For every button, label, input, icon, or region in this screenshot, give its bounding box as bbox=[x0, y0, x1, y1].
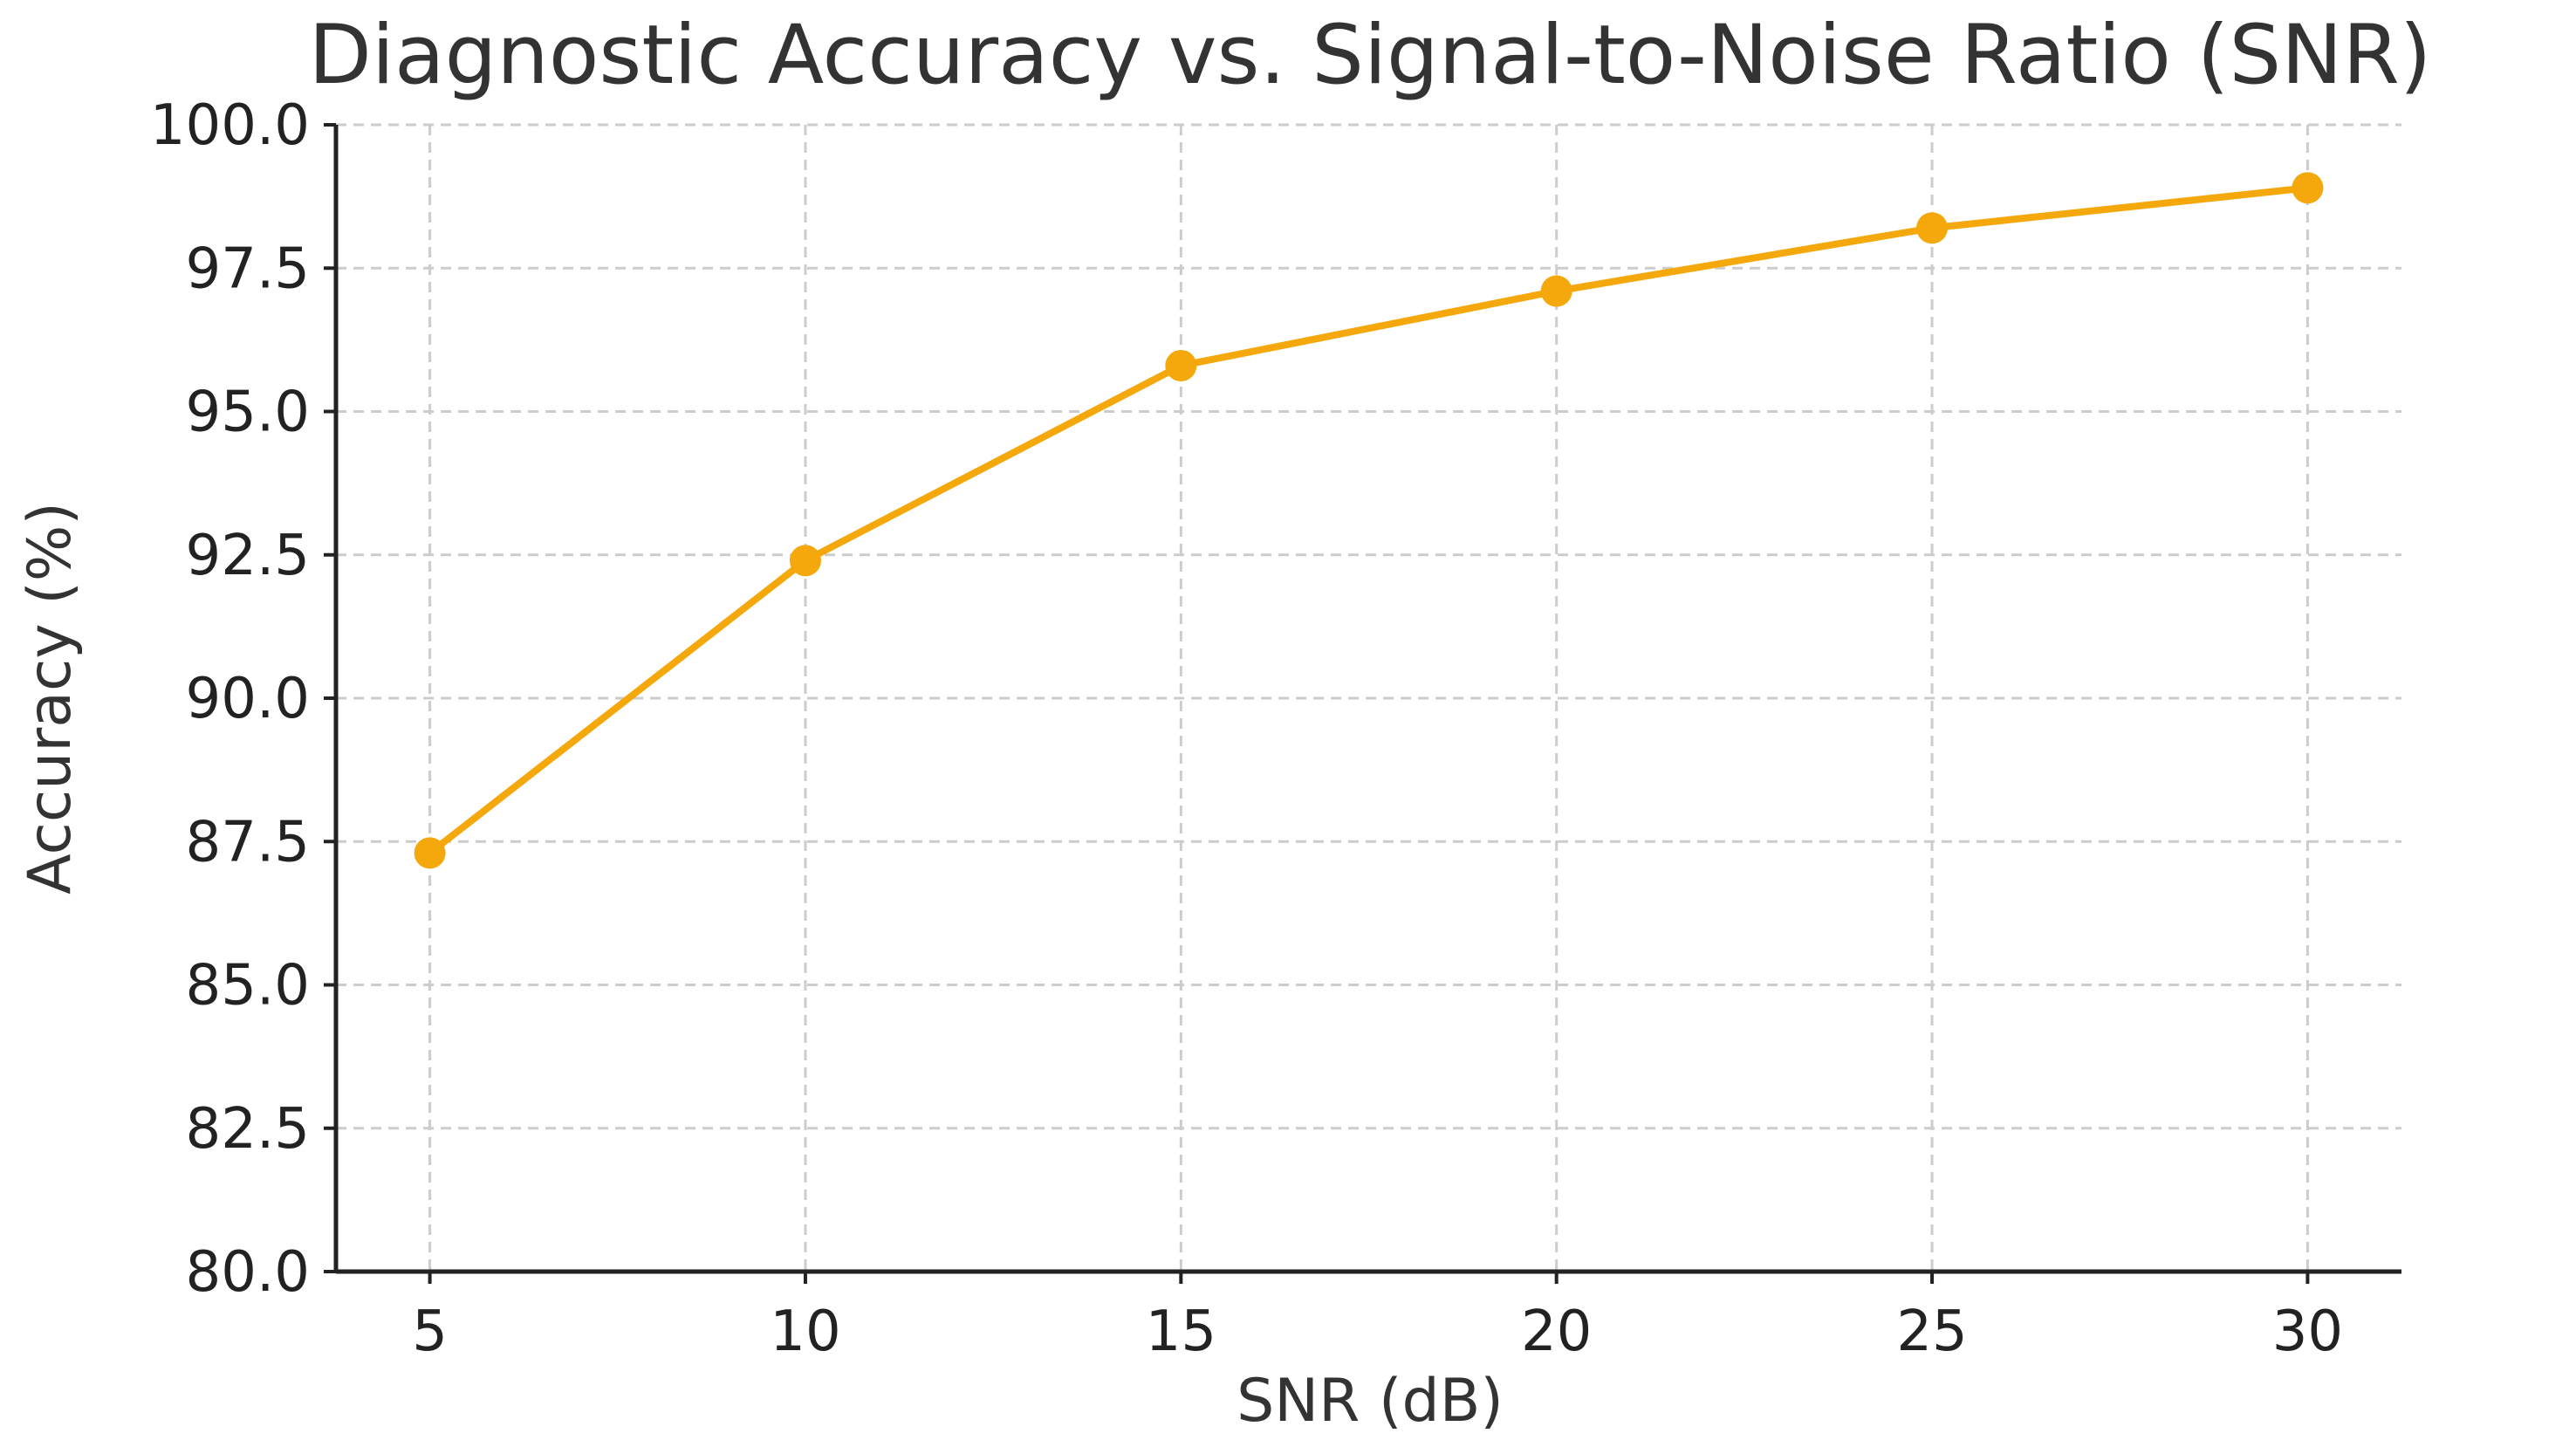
x-tick-label: 25 bbox=[1896, 1300, 1967, 1364]
y-axis-label: Accuracy (%) bbox=[16, 502, 85, 895]
data-point bbox=[1540, 275, 1572, 307]
data-point bbox=[414, 837, 446, 869]
x-tick-label: 5 bbox=[412, 1300, 448, 1364]
x-axis-ticks: 5 10 15 20 25 30 bbox=[412, 1272, 2343, 1364]
y-tick-label: 80.0 bbox=[186, 1240, 311, 1305]
x-tick-label: 20 bbox=[1521, 1300, 1592, 1364]
y-tick-label: 82.5 bbox=[186, 1097, 311, 1162]
y-axis-ticks: 80.0 82.5 85.0 87.5 90.0 92.5 95.0 97.5 100.0 bbox=[150, 93, 336, 1305]
series-line bbox=[426, 184, 2312, 857]
data-point bbox=[789, 545, 821, 577]
y-tick-label: 85.0 bbox=[186, 954, 311, 1018]
x-tick-label: 10 bbox=[770, 1300, 840, 1364]
y-tick-label: 95.0 bbox=[186, 381, 311, 445]
y-tick-label: 87.5 bbox=[186, 810, 311, 874]
x-tick-label: 15 bbox=[1146, 1300, 1216, 1364]
y-tick-label: 92.5 bbox=[186, 524, 311, 588]
grid-lines bbox=[336, 123, 2401, 1273]
y-tick-label: 90.0 bbox=[186, 667, 311, 731]
data-point bbox=[1916, 212, 1949, 244]
y-tick-label: 100.0 bbox=[150, 93, 310, 158]
x-tick-label: 30 bbox=[2272, 1300, 2343, 1364]
data-series bbox=[414, 172, 2324, 869]
data-point bbox=[1165, 349, 1197, 381]
data-point bbox=[2292, 172, 2324, 204]
y-tick-label: 97.5 bbox=[186, 237, 311, 301]
chart-title: Diagnostic Accuracy vs. Signal-to-Noise … bbox=[309, 8, 2432, 103]
x-axis-label: SNR (dB) bbox=[1237, 1367, 1504, 1436]
